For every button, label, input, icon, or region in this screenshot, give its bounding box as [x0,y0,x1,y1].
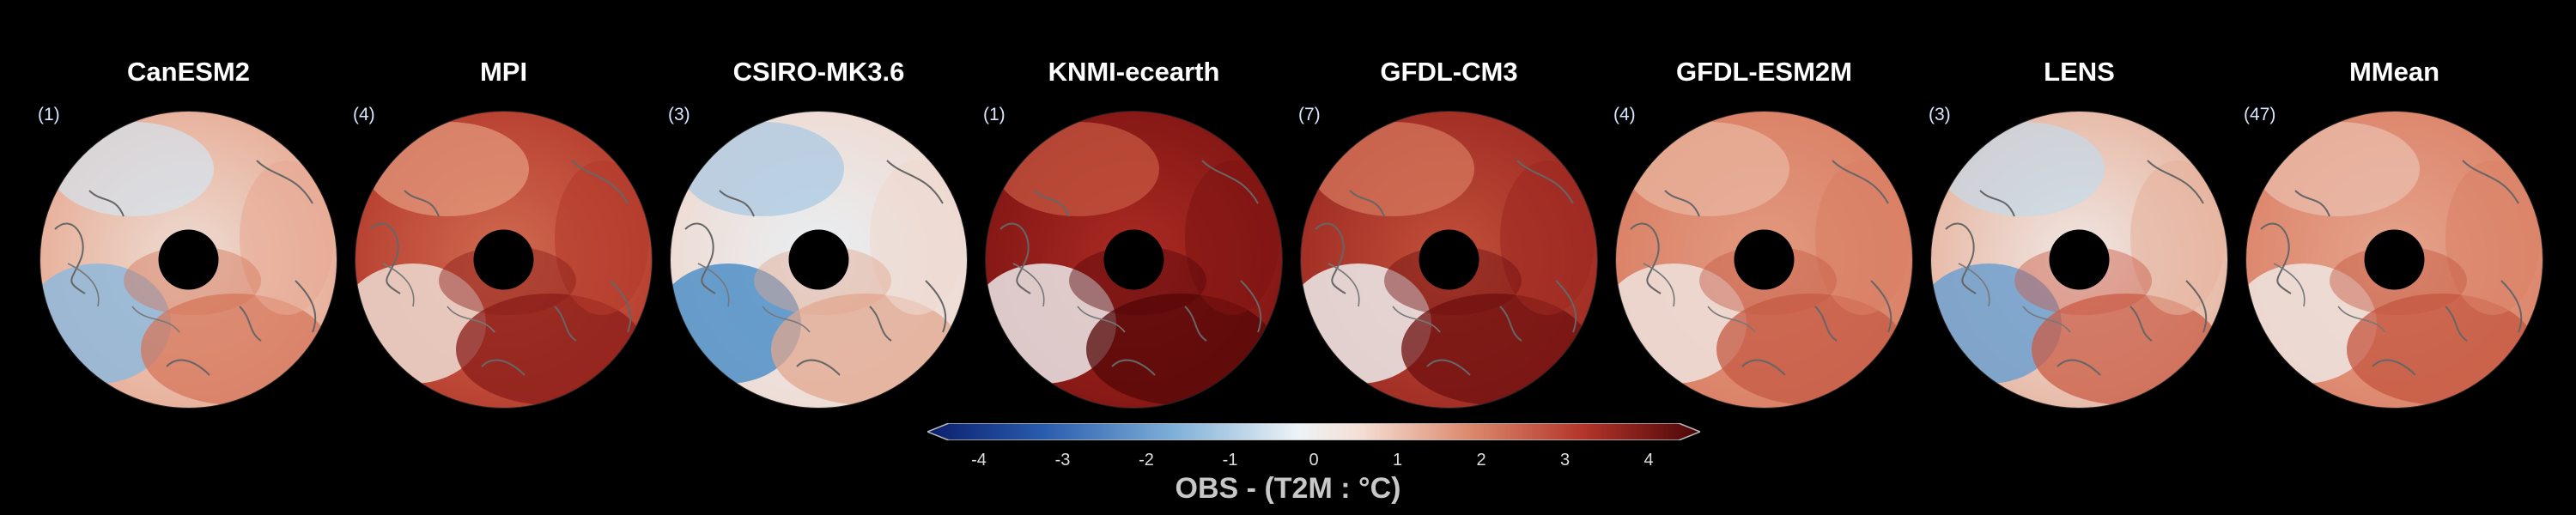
panel-title: CSIRO-MK3.6 [732,57,905,87]
colorbar-tick-label: 0 [1309,451,1319,470]
colorbar-tick-label: -3 [1054,451,1071,470]
ensemble-count: (4) [1613,105,1636,124]
map-panel: GFDL-ESM2M (4) [1603,0,1925,429]
panel-title: MPI [479,57,528,87]
polar-map [2245,111,2543,409]
map-panel: KNMI-ecearth (1) [973,0,1295,429]
polar-map [1930,111,2228,409]
polar-map [670,111,968,409]
map-panel: CanESM2 (1) [27,0,349,429]
map-panel: MPI (4) [343,0,665,429]
colorbar-tick-label: 4 [1643,451,1654,470]
panel-title: MMean [2348,57,2440,87]
polar-map [985,111,1283,409]
colorbar-tick-label: 1 [1392,451,1403,470]
polar-map [39,111,337,409]
ensemble-count: (1) [983,105,1005,124]
colorbar-tick-label: -2 [1139,451,1154,470]
panel-title: CanESM2 [127,57,250,87]
panel-title: KNMI-ecearth [1048,57,1220,87]
ensemble-count: (3) [668,105,690,124]
polar-map [1615,111,1913,409]
ensemble-count: (47) [2244,105,2276,124]
ensemble-count: (7) [1298,105,1321,124]
colorbar-tick-label: 2 [1476,451,1486,470]
ensemble-count: (1) [38,105,60,124]
ensemble-count: (4) [353,105,375,124]
ensemble-count: (3) [1929,105,1951,124]
colorbar-tick-label: -1 [1222,451,1238,470]
colorbar-tick-label: -4 [971,451,987,470]
polar-map [1300,111,1598,409]
panel-title: GFDL-CM3 [1380,57,1518,87]
colorbar-tick-label: 3 [1559,451,1571,470]
colorbar-title: OBS - (T2M : °C) [1175,472,1401,505]
map-panel: LENS (3) [1918,0,2240,429]
panel-title: GFDL-ESM2M [1676,57,1852,87]
map-panel: CSIRO-MK3.6 (3) [658,0,980,429]
panel-title: LENS [2044,57,2115,87]
colorbar [927,423,1700,440]
map-panel: GFDL-CM3 (7) [1288,0,1610,429]
polar-map [355,111,653,409]
map-panel: MMean (47) [2233,0,2555,429]
